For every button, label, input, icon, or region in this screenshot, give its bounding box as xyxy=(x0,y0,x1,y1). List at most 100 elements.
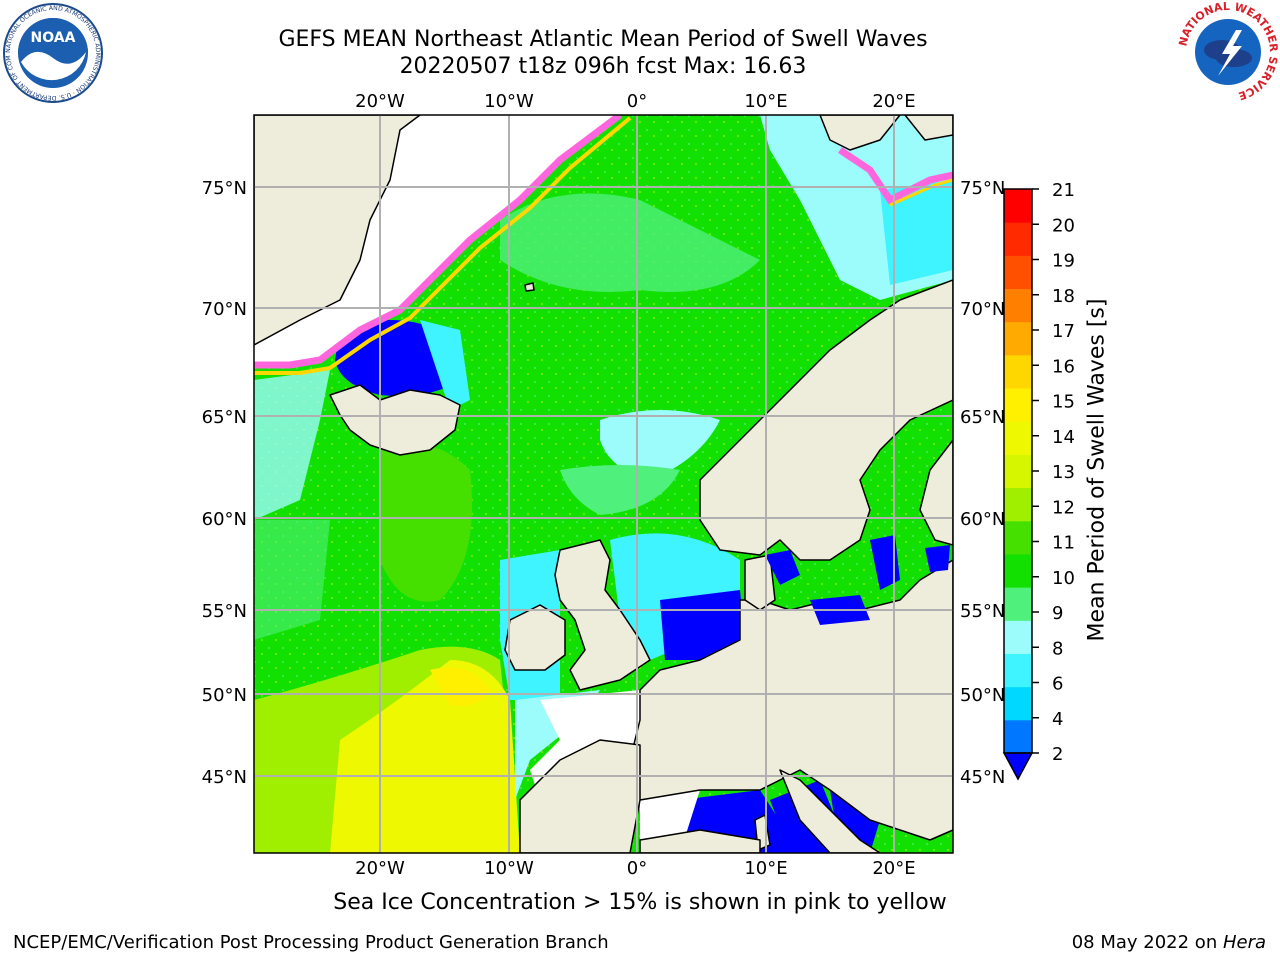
swell-region-greenland-coast xyxy=(254,370,330,520)
colorbar-tick-label: 2 xyxy=(1052,744,1063,765)
colorbar: 2 4 6 8 9 10 11 12 13 14 15 16 17 18 19 20 21 xyxy=(1002,180,1075,781)
lat-label-left-50n: 50°N xyxy=(202,685,247,706)
lon-label-top-10e: 10°E xyxy=(744,91,787,112)
land-iberia xyxy=(519,739,641,853)
land-north-africa xyxy=(639,829,761,853)
sea-ice-edge-svalbard-outer xyxy=(889,178,953,207)
colorbar-tick-label: 18 xyxy=(1052,286,1075,307)
sea-ice-note: Sea Ice Concentration > 15% is shown in … xyxy=(333,890,947,915)
lon-label-bottom-20e: 20°E xyxy=(872,858,915,879)
colorbar-tick-label: 9 xyxy=(1052,603,1063,624)
colorbar-tick-label: 8 xyxy=(1052,638,1063,659)
lat-label-right-50n: 50°N xyxy=(960,685,1005,706)
land-faroe xyxy=(524,282,535,292)
colorbar-tick-label: 15 xyxy=(1052,392,1075,413)
land-scandinavia xyxy=(699,279,953,561)
lat-label-left-60n: 60°N xyxy=(202,509,247,530)
colorbar-tick-label: 10 xyxy=(1052,568,1075,589)
colorbar-segment xyxy=(1004,255,1032,290)
land-greenland xyxy=(254,115,421,346)
colorbar-tick-label: 14 xyxy=(1052,427,1075,448)
lon-label-bottom-10e: 10°E xyxy=(744,858,787,879)
lat-label-left-70n: 70°N xyxy=(202,299,247,320)
footer-date-text: 08 May 2022 on xyxy=(1071,932,1223,953)
colorbar-tick-label: 11 xyxy=(1052,533,1075,554)
colorbar-segment xyxy=(1004,354,1032,389)
colorbar-segment xyxy=(1004,553,1032,588)
lat-label-right-45n: 45°N xyxy=(960,767,1005,788)
lon-label-top-20e: 20°E xyxy=(872,91,915,112)
colorbar-segment xyxy=(1004,587,1032,621)
land-svalbard xyxy=(819,115,901,151)
colorbar-tick-label: 19 xyxy=(1052,251,1075,272)
map-title: GEFS MEAN Northeast Atlantic Mean Period… xyxy=(278,27,928,52)
land-svalbard-east xyxy=(904,115,953,141)
lat-label-left-45n: 45°N xyxy=(202,767,247,788)
colorbar-title: Mean Period of Swell Waves [s] xyxy=(1084,298,1110,642)
lat-label-left-75n: 75°N xyxy=(202,178,247,199)
map-panel xyxy=(254,115,953,853)
lon-label-top-0: 0° xyxy=(627,91,647,112)
map-subtitle: 20220507 t18z 096h fcst Max: 16.63 xyxy=(399,54,807,79)
swell-region-north-sea-low xyxy=(660,590,745,660)
footer-date: 08 May 2022 on Hera xyxy=(1072,932,1266,953)
lon-labels-top: 20°W 10°W 0° 10°E 20°E xyxy=(355,91,915,112)
colorbar-segment xyxy=(1004,222,1032,256)
colorbar-tick-label: 12 xyxy=(1052,497,1075,518)
colorbar-segment xyxy=(1004,520,1032,555)
colorbar-tick-label: 4 xyxy=(1052,709,1063,730)
lon-label-bottom-10w: 10°W xyxy=(484,858,534,879)
swell-region-south-atlantic-peak xyxy=(330,660,520,853)
lon-label-top-20w: 20°W xyxy=(355,91,405,112)
lat-label-right-55n: 55°N xyxy=(960,601,1005,622)
swell-region-barents-inner xyxy=(880,180,953,285)
colorbar-tick-label: 20 xyxy=(1052,215,1075,236)
colorbar-segment xyxy=(1004,288,1032,323)
colorbar-tick-label: 6 xyxy=(1052,674,1063,695)
colorbar-segment xyxy=(1004,719,1032,754)
colorbar-segment xyxy=(1004,686,1032,721)
land-italy xyxy=(779,769,881,853)
lat-label-left-55n: 55°N xyxy=(202,601,247,622)
colorbar-segment xyxy=(1004,321,1032,356)
colorbar-segment xyxy=(1004,388,1032,422)
noaa-logo-text: NOAA xyxy=(31,30,76,46)
swell-region-shetland xyxy=(560,465,680,515)
colorbar-segment xyxy=(1004,487,1032,522)
land-great-britain xyxy=(554,539,651,691)
colorbar-tick-label: 16 xyxy=(1052,356,1075,377)
nws-logo: NATIONAL WEATHER SERVICE xyxy=(1176,0,1280,103)
lon-label-top-10w: 10°W xyxy=(484,91,534,112)
swell-region-south-atlantic-max xyxy=(430,667,490,706)
swell-region-iceland-rim xyxy=(420,320,470,410)
lon-label-bottom-0: 0° xyxy=(627,858,647,879)
noaa-logo: NATIONAL OCEANIC AND ATMOSPHERIC ADMINIS… xyxy=(2,2,103,103)
swell-region-faroe xyxy=(600,410,720,480)
lat-label-right-60n: 60°N xyxy=(960,509,1005,530)
lat-labels-right: 75°N 70°N 65°N 60°N 55°N 50°N 45°N xyxy=(960,178,1005,788)
lat-labels-left: 75°N 70°N 65°N 60°N 55°N 50°N 45°N xyxy=(202,178,247,788)
colorbar-tick-label: 21 xyxy=(1052,180,1075,201)
colorbar-tick-label: 17 xyxy=(1052,321,1075,342)
lat-label-right-70n: 70°N xyxy=(960,299,1005,320)
sea-ice-edge-svalbard xyxy=(838,147,953,205)
baltic-patch-kattegat xyxy=(765,550,800,585)
map-frame xyxy=(253,114,954,854)
colorbar-segment xyxy=(1004,189,1032,223)
sea-ice-edge-greenland xyxy=(254,115,623,369)
lat-label-right-75n: 75°N xyxy=(960,178,1005,199)
swell-region-norwegian-sea xyxy=(500,193,760,292)
lat-label-left-65n: 65°N xyxy=(202,407,247,428)
colorbar-under-arrow xyxy=(1002,752,1034,781)
footer-credit: NCEP/EMC/Verification Post Processing Pr… xyxy=(13,932,609,953)
lon-labels-bottom: 20°W 10°W 0° 10°E 20°E xyxy=(355,858,915,879)
colorbar-tick-label: 13 xyxy=(1052,462,1075,483)
footer-host: Hera xyxy=(1222,932,1266,953)
colorbar-segment xyxy=(1004,653,1032,688)
colorbar-segment xyxy=(1004,421,1032,455)
swell-region-central xyxy=(380,443,472,602)
baltic-patch-gulf-of-finland xyxy=(925,545,950,572)
land-ireland xyxy=(504,604,566,671)
lon-label-bottom-20w: 20°W xyxy=(355,858,405,879)
